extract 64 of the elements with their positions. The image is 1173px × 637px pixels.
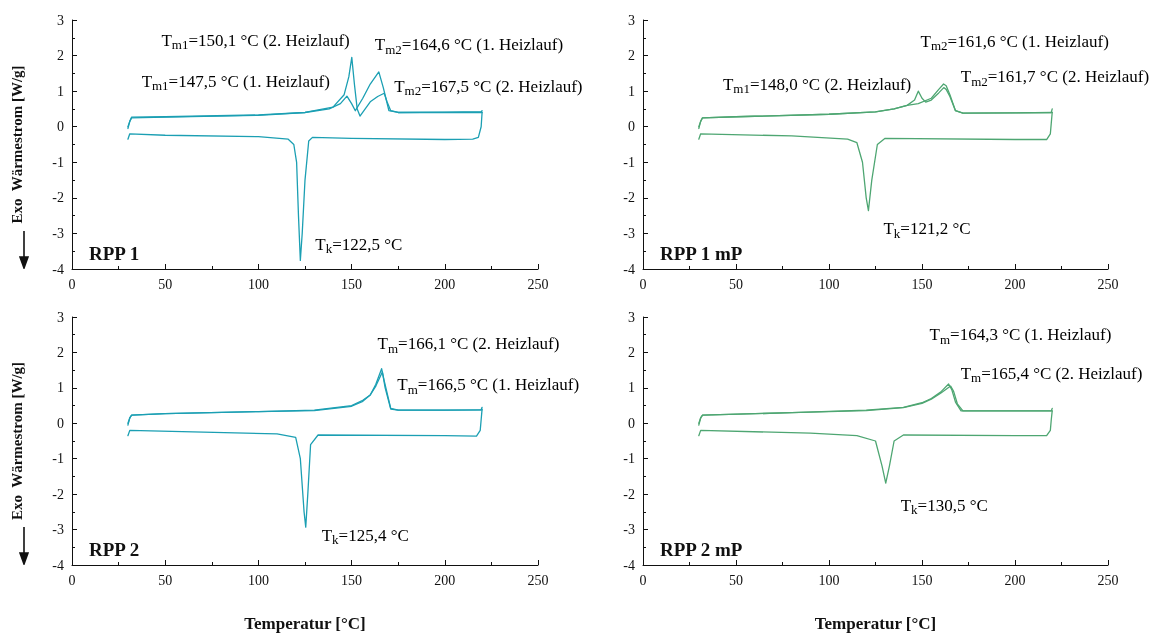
x-tick-label: 0 — [68, 276, 76, 292]
x-tick-label: 200 — [1004, 572, 1026, 588]
y-tick-label: -1 — [623, 154, 635, 170]
x-tick-label: 50 — [729, 276, 743, 292]
y-tick-label: -4 — [623, 261, 635, 277]
y-tick-label: -2 — [52, 190, 64, 206]
x-axis-title: Temperatur [°C] — [244, 614, 366, 633]
x-tick-label: 250 — [527, 572, 549, 588]
y-tick-label: 3 — [57, 12, 64, 28]
y-tick-label: 0 — [57, 415, 64, 431]
y-tick-label: 3 — [628, 12, 635, 28]
x-tick-label: 200 — [434, 276, 456, 292]
y-tick-label: -2 — [623, 486, 635, 502]
x-axis-title: Temperatur [°C] — [814, 614, 937, 633]
x-tick-label: 100 — [818, 276, 840, 292]
x-tick-label: 200 — [1004, 276, 1026, 292]
x-tick-label: 50 — [729, 572, 743, 588]
y-tick-label: -1 — [52, 154, 64, 170]
y-tick-label: -2 — [52, 486, 64, 502]
y-tick-label: 0 — [57, 119, 64, 135]
y-tick-label: -4 — [623, 557, 635, 573]
x-tick-label: 50 — [158, 276, 173, 292]
text: RPP 1 — [89, 243, 140, 264]
y-tick-label: -4 — [52, 557, 64, 573]
y-tick-label: 3 — [628, 309, 635, 325]
y-tick-label: 0 — [628, 119, 635, 135]
x-tick-label: 250 — [1097, 276, 1119, 292]
x-tick-label: 150 — [341, 572, 363, 588]
y-tick-label: -3 — [623, 225, 635, 241]
y-tick-label: 2 — [628, 48, 635, 64]
y-tick-label: -2 — [623, 190, 635, 206]
y-axis-title: Exo Wärmestrom [W/g] — [8, 361, 25, 521]
x-tick-label: 150 — [911, 276, 933, 292]
x-tick-label: 0 — [68, 572, 76, 588]
y-axis-title: Exo Wärmestrom [W/g] — [8, 65, 25, 224]
y-tick-label: -3 — [52, 225, 64, 241]
x-tick-label: 150 — [341, 276, 363, 292]
y-tick-label: 3 — [57, 309, 64, 325]
y-tick-label: -3 — [623, 522, 635, 538]
text: RPP 2 — [89, 539, 140, 560]
x-tick-label: 100 — [818, 572, 840, 588]
x-tick-label: 200 — [434, 572, 456, 588]
x-tick-label: 100 — [247, 276, 269, 292]
y-tick-label: -4 — [52, 261, 64, 277]
text: RPP 2 mP — [660, 539, 743, 560]
x-tick-label: 50 — [158, 572, 173, 588]
x-tick-label: 250 — [527, 276, 549, 292]
x-tick-label: 250 — [1097, 572, 1119, 588]
y-tick-label: 1 — [628, 380, 635, 396]
x-tick-label: 150 — [911, 572, 933, 588]
y-tick-label: 0 — [628, 415, 635, 431]
x-tick-label: 0 — [639, 572, 647, 588]
y-tick-label: 1 — [628, 83, 635, 99]
y-tick-label: 2 — [57, 344, 64, 360]
y-tick-label: -1 — [623, 451, 635, 467]
y-tick-label: 2 — [57, 48, 64, 64]
y-tick-label: -3 — [52, 522, 64, 538]
x-tick-label: 100 — [247, 572, 269, 588]
y-tick-label: 1 — [57, 83, 64, 99]
y-tick-label: 2 — [628, 344, 635, 360]
y-tick-label: 1 — [57, 380, 64, 396]
x-tick-label: 0 — [639, 276, 647, 292]
y-tick-label: -1 — [52, 451, 64, 467]
text: RPP 1 mP — [660, 243, 743, 264]
